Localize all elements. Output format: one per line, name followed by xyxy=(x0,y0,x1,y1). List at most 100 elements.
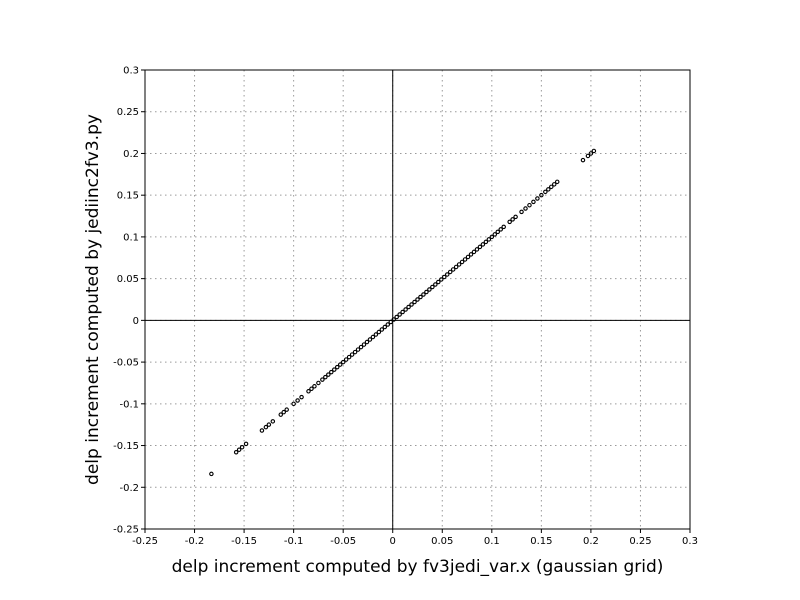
data-point xyxy=(543,189,548,195)
data-point xyxy=(349,352,355,357)
data-point xyxy=(535,196,540,201)
y-tick-label: -0.25 xyxy=(113,525,139,536)
data-point xyxy=(291,401,296,407)
data-point xyxy=(513,214,518,220)
y-tick-label: 0.25 xyxy=(117,107,139,118)
data-point xyxy=(507,219,512,225)
data-point xyxy=(382,324,388,330)
data-point xyxy=(427,287,432,292)
x-tick-label: 0.15 xyxy=(530,536,552,547)
data-point xyxy=(326,372,331,377)
data-point xyxy=(259,428,265,433)
data-point xyxy=(412,299,417,305)
x-tick-label: 0.05 xyxy=(431,536,453,547)
plot-frame xyxy=(144,69,691,530)
data-point xyxy=(588,151,594,156)
data-point xyxy=(403,307,408,312)
x-tick-label: 0.25 xyxy=(629,536,651,547)
data-point xyxy=(527,202,532,208)
data-point xyxy=(471,249,477,255)
data-point xyxy=(456,262,462,267)
y-tick-label: -0.2 xyxy=(119,483,139,494)
data-points xyxy=(209,148,597,477)
data-point xyxy=(480,242,486,247)
data-point xyxy=(367,337,373,342)
data-point xyxy=(436,279,441,285)
data-point xyxy=(474,247,480,252)
data-point xyxy=(450,267,456,272)
y-axis-label: delp increment computed by jediinc2fv3.p… xyxy=(83,114,103,485)
data-point xyxy=(539,192,544,198)
data-point xyxy=(281,409,286,415)
y-tick-label: 0.1 xyxy=(123,232,139,243)
data-point xyxy=(263,424,269,430)
x-tick-label: 0.3 xyxy=(682,536,698,547)
y-tick-label: -0.05 xyxy=(113,358,139,369)
data-point xyxy=(316,380,321,386)
data-point xyxy=(397,312,402,317)
x-axis-label: delp increment computed by fv3jedi_var.x… xyxy=(172,557,664,577)
data-point xyxy=(465,254,471,260)
data-point xyxy=(209,471,214,477)
data-point xyxy=(329,369,334,375)
data-point xyxy=(406,304,411,310)
data-point xyxy=(489,234,495,240)
data-point xyxy=(370,334,376,340)
data-point xyxy=(337,362,343,367)
data-point xyxy=(418,294,423,300)
data-point xyxy=(510,217,515,222)
data-point xyxy=(585,153,591,159)
x-tick-labels: -0.25 -0.2 -0.15 -0.1 -0.05 0 0.05 0.1 0.15 0.2 0.… xyxy=(132,536,698,547)
data-point xyxy=(424,289,429,295)
data-point xyxy=(355,347,361,352)
data-point xyxy=(554,179,560,185)
data-point xyxy=(364,339,370,345)
data-point xyxy=(346,354,352,360)
data-point xyxy=(519,209,524,215)
data-point xyxy=(551,182,557,187)
data-point xyxy=(492,232,498,237)
data-point xyxy=(309,386,314,392)
y-tick-label: 0.05 xyxy=(117,274,139,285)
y-tick-label: 0.15 xyxy=(117,191,139,202)
data-point xyxy=(233,449,239,455)
data-point xyxy=(549,184,554,190)
data-point xyxy=(343,357,349,362)
data-point xyxy=(334,364,340,370)
data-point xyxy=(501,224,506,230)
data-point xyxy=(388,319,393,325)
data-point xyxy=(299,394,304,400)
y-tick-label: -0.15 xyxy=(113,441,139,452)
data-point xyxy=(415,297,420,302)
data-point xyxy=(376,329,382,335)
data-point xyxy=(394,314,399,320)
data-point xyxy=(430,284,435,290)
data-point xyxy=(358,344,364,350)
data-point xyxy=(270,419,276,424)
data-point xyxy=(486,237,492,242)
data-point xyxy=(385,322,391,327)
x-tick-label: 0.2 xyxy=(583,536,599,547)
y-tick-label: 0.3 xyxy=(123,66,139,77)
data-point xyxy=(266,422,272,427)
data-point xyxy=(580,157,586,163)
data-point xyxy=(236,447,242,452)
data-point xyxy=(284,407,289,412)
data-point xyxy=(442,274,447,280)
data-point xyxy=(239,444,245,450)
data-point xyxy=(531,199,536,205)
y-tick-labels: -0.25 -0.2 -0.15 -0.1 -0.05 0 0.05 0.1 0.15 0.2 0.… xyxy=(113,66,139,536)
data-point xyxy=(379,327,385,332)
data-point xyxy=(459,259,465,265)
data-point xyxy=(340,359,346,365)
grid-lines xyxy=(145,70,690,529)
y-tick-label: 0 xyxy=(133,316,139,327)
data-point xyxy=(278,412,284,417)
x-tick-label: -0.15 xyxy=(231,536,257,547)
x-tick-label: -0.25 xyxy=(132,536,158,547)
data-point xyxy=(409,302,414,307)
x-tick-label: -0.1 xyxy=(284,536,304,547)
data-point xyxy=(373,332,379,337)
y-tick-label: -0.1 xyxy=(119,399,139,410)
